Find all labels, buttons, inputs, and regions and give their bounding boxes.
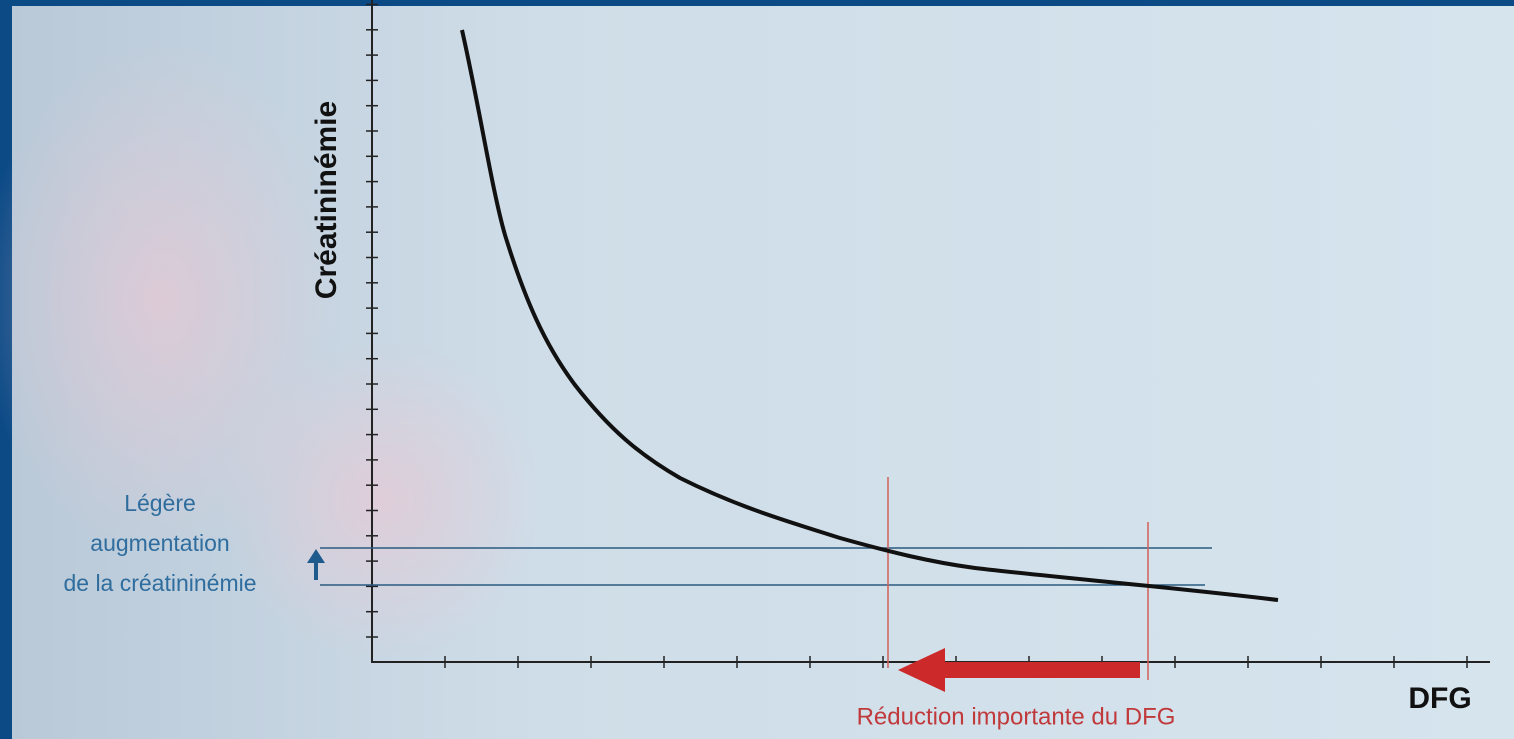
x-axis-label: DFG [1408, 682, 1471, 715]
arrow-body [935, 662, 1140, 678]
diagram: Créatininémie DFG Légère augmentation de… [0, 0, 1514, 739]
y-axis-label: Créatininémie [310, 101, 343, 299]
note-line: de la créatininémie [63, 570, 256, 596]
note-line: Légère [124, 490, 196, 516]
note-line: augmentation [90, 530, 229, 556]
bottom-note: Réduction importante du DFG [857, 703, 1176, 730]
decor [220, 340, 540, 660]
